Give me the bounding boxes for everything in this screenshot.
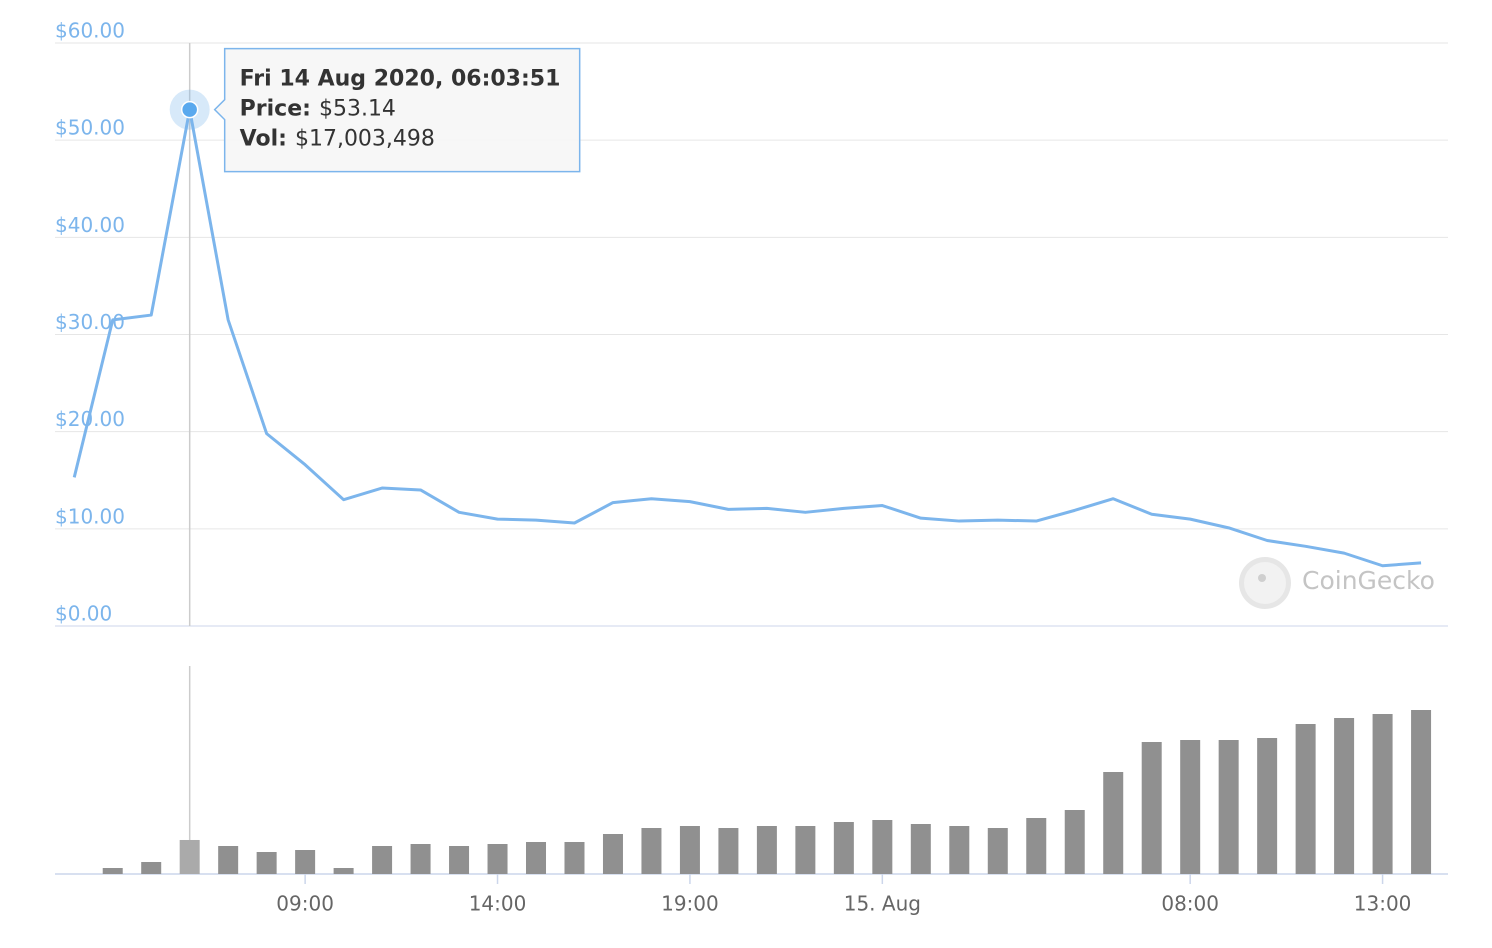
tooltip-row: Price: $53.14 xyxy=(240,97,396,122)
y-tick-label: $40.00 xyxy=(55,213,125,237)
hover-point xyxy=(180,100,199,119)
x-tick-label: 08:00 xyxy=(1161,892,1219,916)
tooltip-value: $17,003,498 xyxy=(295,127,435,152)
x-tick-label: 15. Aug xyxy=(844,892,921,916)
volume-bar xyxy=(179,839,200,874)
volume-bar xyxy=(1026,818,1047,874)
tooltip-value: $53.14 xyxy=(319,97,396,122)
volume-bar xyxy=(833,822,854,874)
volume-bar xyxy=(1218,740,1239,874)
volume-bar xyxy=(949,826,970,874)
watermark: CoinGecko xyxy=(1302,566,1435,595)
x-tick-label: 09:00 xyxy=(276,892,334,916)
x-tick-label: 14:00 xyxy=(469,892,527,916)
volume-bar xyxy=(372,846,393,874)
volume-bar xyxy=(410,844,431,874)
volume-bar xyxy=(564,842,585,874)
y-tick-label: $0.00 xyxy=(55,602,112,626)
volume-bar xyxy=(910,824,931,874)
tooltip-key: Price: xyxy=(240,97,311,122)
volume-bar xyxy=(141,862,162,874)
volume-bar xyxy=(295,850,316,874)
volume-bar xyxy=(987,828,1008,874)
volume-bar xyxy=(679,826,700,874)
y-tick-label: $50.00 xyxy=(55,116,125,140)
tooltip-title: Fri 14 Aug 2020, 06:03:51 xyxy=(240,67,561,92)
volume-bar xyxy=(102,868,123,874)
watermark-logo xyxy=(1239,557,1291,609)
volume-bar xyxy=(1064,810,1085,874)
y-tick-label: $10.00 xyxy=(55,504,125,528)
tooltip-row: Vol: $17,003,498 xyxy=(240,127,435,152)
volume-bar xyxy=(218,846,239,874)
volume-bar xyxy=(1257,738,1278,874)
y-tick-label: $60.00 xyxy=(55,19,125,43)
tooltip-box xyxy=(213,47,581,173)
tooltip: Fri 14 Aug 2020, 06:03:51 Price: $53.14 Vol… xyxy=(213,47,581,173)
volume-bar xyxy=(1411,710,1432,874)
volume-bar xyxy=(1103,772,1124,874)
volume-bar xyxy=(526,842,547,874)
volume-bar xyxy=(449,846,470,874)
volume-bar xyxy=(756,826,777,874)
volume-bar xyxy=(1141,742,1162,874)
volume-bar xyxy=(1180,740,1201,874)
volume-bar xyxy=(641,828,662,874)
volume-bar xyxy=(1334,718,1355,874)
volume-bar xyxy=(333,868,354,874)
volume-bar xyxy=(795,826,816,874)
x-tick-label: 13:00 xyxy=(1354,892,1412,916)
volume-bar xyxy=(1372,714,1393,874)
y-tick-label: $30.00 xyxy=(55,310,125,334)
volume-bar xyxy=(256,852,277,874)
price-line xyxy=(72,108,1422,568)
volume-bar xyxy=(1295,724,1316,874)
tooltip-key: Vol: xyxy=(240,127,287,152)
volume-bar xyxy=(487,844,508,874)
x-tick-label: 19:00 xyxy=(661,892,719,916)
volume-bar xyxy=(718,828,739,874)
volume-bar xyxy=(872,820,893,874)
volume-bar xyxy=(602,834,623,874)
